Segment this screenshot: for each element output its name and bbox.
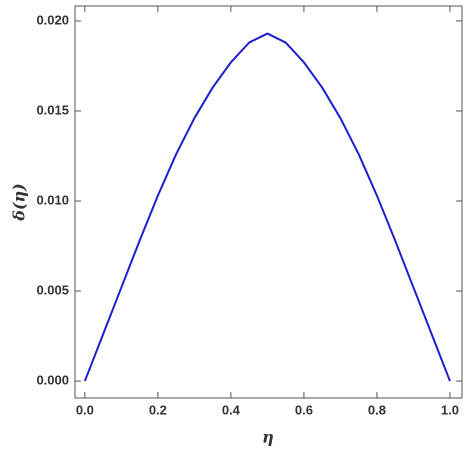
plot-frame bbox=[74, 5, 463, 399]
y-tick-label: 0.000 bbox=[36, 373, 69, 388]
y-tick-label: 0.020 bbox=[36, 12, 69, 27]
x-tick-label: 0.0 bbox=[76, 402, 94, 417]
x-tick-label: 0.4 bbox=[222, 402, 241, 417]
y-tick-label: 0.005 bbox=[36, 282, 69, 297]
y-tick-label: 0.015 bbox=[36, 102, 69, 117]
x-tick-label: 1.0 bbox=[441, 402, 459, 417]
x-tick-label: 0.6 bbox=[295, 402, 313, 417]
x-axis-title: η bbox=[262, 428, 274, 447]
y-tick-label: 0.010 bbox=[36, 192, 69, 207]
x-tick-label: 0.8 bbox=[368, 402, 386, 417]
line bbox=[83, 32, 451, 382]
y-axis-title: δ(η) bbox=[10, 183, 29, 221]
x-tick-label: 0.2 bbox=[149, 402, 167, 417]
